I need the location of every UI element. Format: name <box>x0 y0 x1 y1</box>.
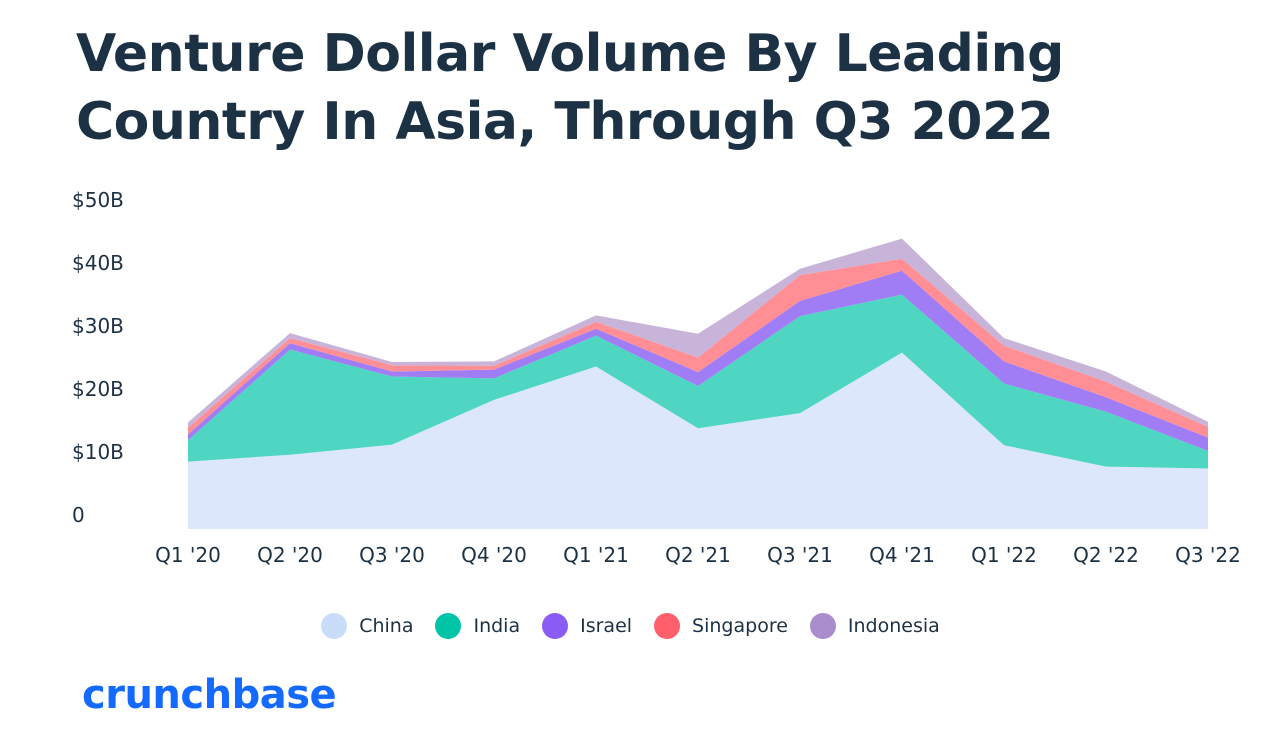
crunchbase-logo: crunchbase <box>82 672 337 718</box>
legend-item-indonesia: Indonesia <box>809 613 940 639</box>
area-singapore <box>188 258 1208 438</box>
legend-swatch <box>435 613 462 639</box>
y-tick-label: $30B <box>72 314 124 338</box>
y-axis-ticks: 0 $10B $20B $30B $40B $50B <box>72 188 124 527</box>
area-india <box>188 294 1208 469</box>
y-tick-label: $10B <box>72 440 124 464</box>
x-tick-label: Q2 '22 <box>1073 543 1139 567</box>
stacked-area-chart: 0 $10B $20B $30B $40B $50B Q1 '20 Q2 '20 Q3 '20… <box>72 188 1241 567</box>
x-axis-ticks: Q1 '20 Q2 '20 Q3 '20 Q4 '20 Q1 '21 Q2 '21 Q3 '… <box>155 543 1241 567</box>
x-tick-label: Q1 '20 <box>155 543 221 567</box>
legend-swatch <box>321 613 348 639</box>
legend-item-israel: Israel <box>542 613 632 639</box>
x-tick-label: Q2 '21 <box>665 543 731 567</box>
y-tick-label: 0 <box>72 503 85 527</box>
x-tick-label: Q3 '20 <box>359 543 425 567</box>
legend-item-india: India <box>435 613 520 639</box>
y-tick-label: $50B <box>72 188 124 212</box>
x-tick-label: Q4 '21 <box>869 543 935 567</box>
legend-label: India <box>473 615 521 637</box>
legend-label: Indonesia <box>847 615 940 637</box>
x-tick-label: Q3 '21 <box>767 543 833 567</box>
area-china <box>188 352 1208 529</box>
x-tick-label: Q2 '20 <box>257 543 323 567</box>
legend-item-singapore: Singapore <box>654 613 788 639</box>
chart-legend: China India Israel Singapore Indonesia <box>0 608 1261 644</box>
chart-title: Venture Dollar Volume By Leading Country… <box>76 24 1064 152</box>
legend-label: China <box>359 615 414 637</box>
legend-item-china: China <box>321 613 413 639</box>
legend-label: Singapore <box>692 615 788 637</box>
x-tick-label: Q4 '20 <box>461 543 527 567</box>
x-tick-label: Q1 '21 <box>563 543 629 567</box>
legend-swatch <box>654 613 681 639</box>
y-tick-label: $40B <box>72 251 124 275</box>
legend-swatch <box>809 613 836 639</box>
area-layers <box>188 238 1208 529</box>
x-tick-label: Q1 '22 <box>971 543 1037 567</box>
legend-swatch <box>542 613 569 639</box>
legend-label: Israel <box>580 615 633 637</box>
x-tick-label: Q3 '22 <box>1175 543 1241 567</box>
y-tick-label: $20B <box>72 377 124 401</box>
